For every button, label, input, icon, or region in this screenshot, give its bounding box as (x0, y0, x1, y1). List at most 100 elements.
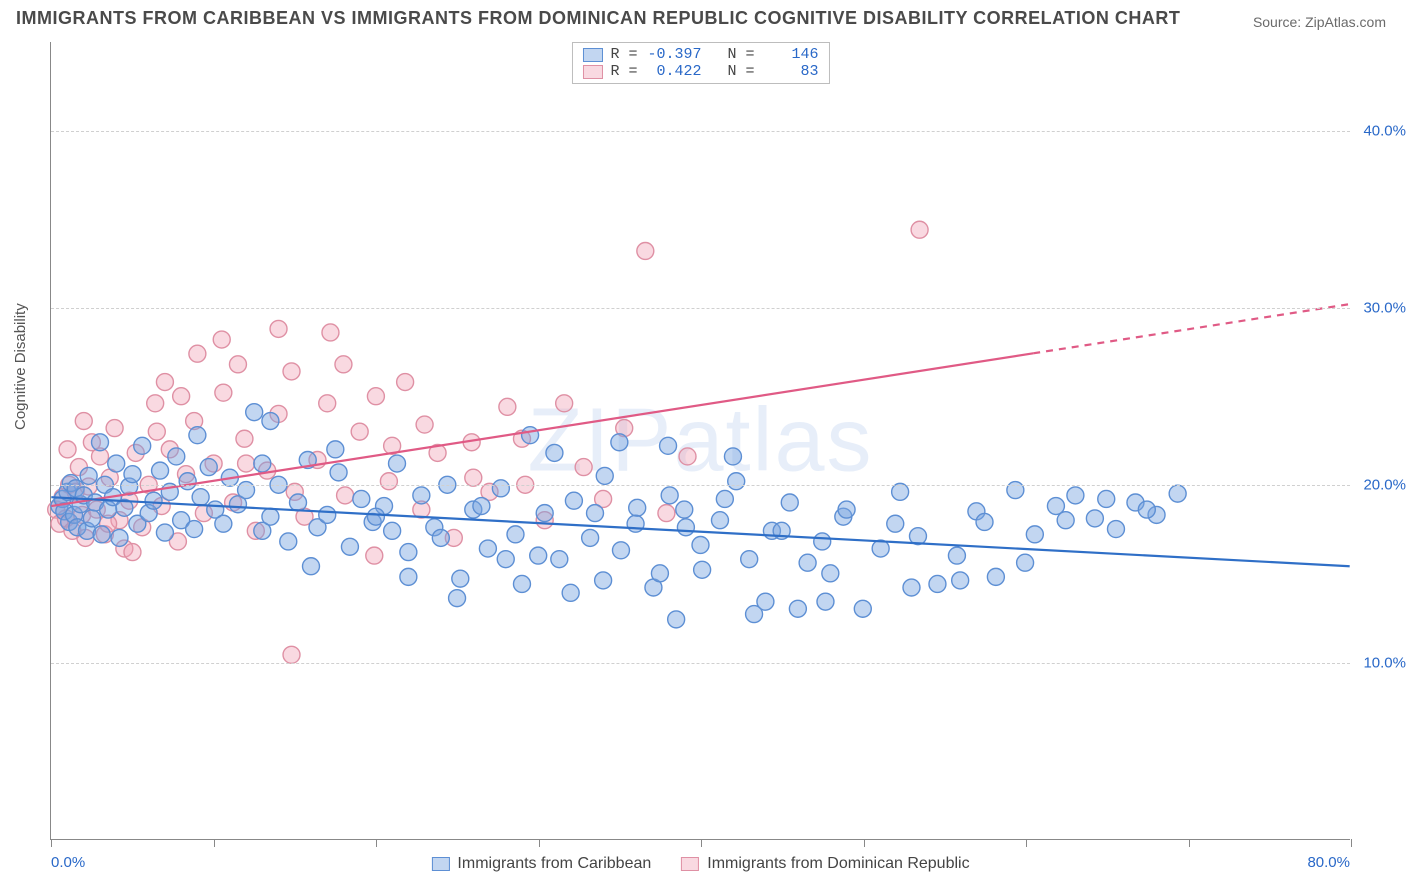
data-point (1017, 554, 1034, 571)
data-point (413, 487, 430, 504)
chart-svg (51, 42, 1350, 839)
data-point (661, 487, 678, 504)
data-point (400, 544, 417, 561)
data-point (380, 473, 397, 490)
data-point (215, 384, 232, 401)
data-point (213, 331, 230, 348)
data-point (134, 437, 151, 454)
data-point (507, 526, 524, 543)
data-point (179, 473, 196, 490)
y-tick-label: 30.0% (1363, 300, 1406, 317)
data-point (822, 565, 839, 582)
data-point (814, 533, 831, 550)
data-point (124, 466, 141, 483)
data-point (229, 356, 246, 373)
data-point (168, 448, 185, 465)
data-point (676, 501, 693, 518)
data-point (887, 515, 904, 532)
data-point (416, 416, 433, 433)
plot-area: ZIPatlas R = -0.397 N = 146 R = 0.422 N … (50, 42, 1350, 840)
data-point (111, 529, 128, 546)
data-point (741, 551, 758, 568)
data-point (238, 482, 255, 499)
data-point (565, 492, 582, 509)
data-point (367, 388, 384, 405)
data-point (330, 464, 347, 481)
data-point (530, 547, 547, 564)
gridline (51, 131, 1350, 132)
data-point (465, 469, 482, 486)
data-point (627, 515, 644, 532)
data-point (587, 505, 604, 522)
data-point (651, 565, 668, 582)
x-tick (376, 839, 377, 847)
y-tick-label: 40.0% (1363, 122, 1406, 139)
data-point (432, 529, 449, 546)
legend-item-blue: Immigrants from Caribbean (431, 855, 651, 873)
data-point (1086, 510, 1103, 527)
data-point (189, 345, 206, 362)
data-point (400, 568, 417, 585)
data-point (283, 363, 300, 380)
data-point (93, 526, 110, 543)
legend-label-blue: Immigrants from Caribbean (457, 855, 651, 873)
data-point (536, 505, 553, 522)
data-point (492, 480, 509, 497)
x-tick (1189, 839, 1190, 847)
data-point (817, 593, 834, 610)
data-point (189, 427, 206, 444)
data-point (152, 462, 169, 479)
legend-label-pink: Immigrants from Dominican Republic (707, 855, 969, 873)
data-point (551, 551, 568, 568)
data-point (186, 521, 203, 538)
data-point (596, 467, 613, 484)
data-point (367, 508, 384, 525)
data-point (1107, 521, 1124, 538)
data-point (612, 542, 629, 559)
data-point (262, 508, 279, 525)
data-point (903, 579, 920, 596)
x-axis-min-label: 0.0% (51, 854, 85, 871)
data-point (449, 590, 466, 607)
data-point (173, 388, 190, 405)
legend-item-pink: Immigrants from Dominican Republic (681, 855, 969, 873)
data-point (575, 459, 592, 476)
data-point (192, 489, 209, 506)
data-point (283, 646, 300, 663)
data-point (92, 434, 109, 451)
data-point (1098, 490, 1115, 507)
data-point (148, 423, 165, 440)
gridline (51, 485, 1350, 486)
data-point (156, 374, 173, 391)
data-point (694, 561, 711, 578)
data-point (479, 540, 496, 557)
data-point (562, 584, 579, 601)
data-point (319, 395, 336, 412)
data-point (319, 506, 336, 523)
data-point (1057, 512, 1074, 529)
data-point (660, 437, 677, 454)
data-point (679, 448, 696, 465)
data-point (156, 524, 173, 541)
x-tick (864, 839, 865, 847)
data-point (929, 575, 946, 592)
data-point (911, 221, 928, 238)
data-point (75, 413, 92, 430)
x-tick (1351, 839, 1352, 847)
data-point (838, 501, 855, 518)
data-point (322, 324, 339, 341)
data-point (1026, 526, 1043, 543)
data-point (724, 448, 741, 465)
data-point (384, 522, 401, 539)
data-point (83, 510, 100, 527)
data-point (327, 441, 344, 458)
source-label: Source: ZipAtlas.com (1253, 14, 1386, 30)
data-point (236, 430, 253, 447)
data-point (147, 395, 164, 412)
data-point (254, 455, 271, 472)
data-point (280, 533, 297, 550)
data-point (781, 494, 798, 511)
data-point (452, 570, 469, 587)
data-point (513, 575, 530, 592)
data-point (611, 434, 628, 451)
